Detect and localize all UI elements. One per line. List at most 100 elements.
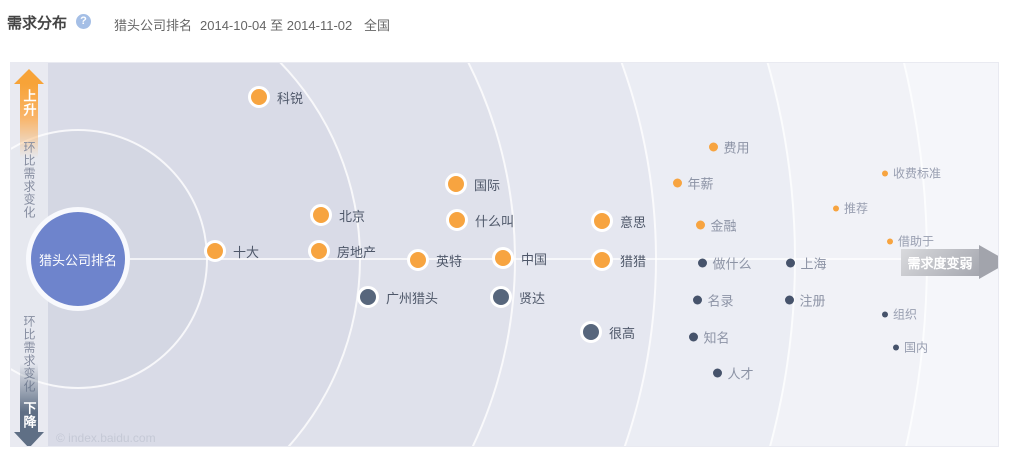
- point-label: 组织: [893, 307, 918, 322]
- point-label: 北京: [339, 208, 366, 224]
- rising-dot-icon: [492, 247, 514, 269]
- page-title: 需求分布: [7, 15, 68, 32]
- up-arrow-body: 上升: [20, 84, 38, 158]
- region-filter[interactable]: 全国: [364, 18, 391, 33]
- point-label: 贤达: [519, 290, 546, 306]
- point-label: 英特: [436, 253, 463, 269]
- chart-point[interactable]: 推荐: [833, 200, 868, 217]
- point-label: 年薪: [687, 176, 714, 192]
- rising-dot-icon: [882, 170, 888, 176]
- falling-dot-icon: [712, 368, 722, 378]
- chart-point[interactable]: 费用: [708, 138, 750, 157]
- falling-dot-icon: [692, 295, 702, 305]
- rising-dot-icon: [310, 204, 332, 226]
- demand-map-chart: 上升 环比需求变化 环比需求变化 下降 猎头公司排名 科锐十大 北京房地产 国际什么…: [10, 62, 999, 447]
- chart-point[interactable]: 知名: [688, 328, 730, 347]
- chart-point[interactable]: 什么叫: [446, 209, 514, 231]
- point-label: 人才: [727, 366, 754, 382]
- chart-point[interactable]: 很高: [580, 321, 635, 343]
- chart-point[interactable]: 猎猎: [591, 249, 646, 271]
- falling-dot-icon: [784, 295, 794, 305]
- falling-dot-icon: [490, 286, 512, 308]
- rising-dot-icon: [887, 238, 893, 244]
- vertical-axis-strip: 上升 环比需求变化 环比需求变化 下降: [11, 63, 48, 446]
- center-keyword-bubble[interactable]: 猎头公司排名: [26, 207, 130, 311]
- point-label: 金融: [710, 218, 737, 234]
- point-label: 广州猎头: [386, 290, 439, 306]
- chart-point[interactable]: 意思: [591, 210, 646, 232]
- point-label: 意思: [620, 214, 647, 230]
- chart-point[interactable]: 国内: [893, 339, 928, 356]
- x-axis-label: 需求度变弱: [907, 256, 973, 271]
- falling-dot-icon: [893, 344, 899, 350]
- point-label: 知名: [703, 330, 730, 346]
- point-label: 猎猎: [620, 253, 647, 269]
- falling-dot-icon: [785, 258, 795, 268]
- point-label: 科锐: [277, 90, 304, 106]
- point-label: 收费标准: [893, 166, 942, 181]
- chart-header: 需求分布 ? 猎头公司排名 2014-10-04 至 2014-11-02 全国: [0, 0, 1009, 55]
- down-arrow-body: 下降: [20, 363, 38, 433]
- help-icon[interactable]: ?: [76, 14, 91, 29]
- rising-dot-icon: [308, 240, 330, 262]
- chart-point[interactable]: 广州猎头: [357, 286, 438, 308]
- up-arrow-icon: [14, 69, 44, 84]
- chart-point[interactable]: 国际: [445, 173, 500, 195]
- falling-dot-icon: [688, 332, 698, 342]
- chart-point[interactable]: 名录: [692, 291, 734, 310]
- chart-point[interactable]: 组织: [882, 306, 917, 323]
- chart-point[interactable]: 北京: [310, 204, 365, 226]
- horizontal-axis-line: [78, 258, 998, 260]
- chart-point[interactable]: 贤达: [490, 286, 545, 308]
- falling-dot-icon: [697, 258, 707, 268]
- chart-point[interactable]: 人才: [712, 364, 754, 383]
- point-label: 很高: [609, 325, 636, 341]
- rising-dot-icon: [248, 86, 270, 108]
- point-label: 十大: [233, 244, 260, 260]
- rising-dot-icon: [204, 240, 226, 262]
- point-label: 中国: [521, 251, 548, 267]
- chart-point[interactable]: 做什么: [697, 254, 752, 273]
- rising-dot-icon: [672, 178, 682, 188]
- chart-point[interactable]: 英特: [407, 249, 462, 271]
- chart-point[interactable]: 金融: [695, 216, 737, 235]
- rising-dot-icon: [695, 220, 705, 230]
- rising-dot-icon: [708, 142, 718, 152]
- chart-point[interactable]: 十大: [204, 240, 259, 262]
- chart-point[interactable]: 中国: [492, 247, 547, 269]
- y-axis-label-top: 环比需求变化: [22, 141, 36, 219]
- right-arrow-icon: [979, 245, 998, 279]
- chart-point[interactable]: 房地产: [308, 240, 376, 262]
- chart-point[interactable]: 借助于: [887, 233, 934, 250]
- down-arrow-icon: [14, 432, 44, 446]
- falling-dot-icon: [882, 311, 888, 317]
- date-range-label: 2014-10-04 至 2014-11-02: [200, 18, 353, 33]
- rising-dot-icon: [407, 249, 429, 271]
- chart-point[interactable]: 上海: [785, 254, 827, 273]
- demand-weaker-arrow-body: 需求度变弱: [901, 249, 979, 276]
- point-label: 费用: [723, 140, 750, 156]
- chart-point[interactable]: 注册: [784, 291, 826, 310]
- point-label: 国内: [904, 340, 929, 355]
- keyword-tab[interactable]: 猎头公司排名: [114, 18, 193, 33]
- chart-point[interactable]: 年薪: [672, 174, 714, 193]
- rising-dot-icon: [591, 249, 613, 271]
- watermark: © index.baidu.com: [56, 431, 156, 445]
- point-label: 国际: [474, 177, 501, 193]
- falling-dot-icon: [580, 321, 602, 343]
- falling-dot-icon: [357, 286, 379, 308]
- point-label: 名录: [707, 293, 734, 309]
- point-label: 借助于: [898, 234, 935, 249]
- point-label: 推荐: [844, 201, 869, 216]
- center-keyword-label: 猎头公司排名: [38, 252, 117, 268]
- chart-point[interactable]: 科锐: [248, 86, 303, 108]
- rising-dot-icon: [833, 205, 839, 211]
- point-label: 注册: [799, 293, 826, 309]
- point-label: 什么叫: [475, 213, 515, 229]
- point-label: 房地产: [337, 244, 377, 260]
- down-label: 下降: [21, 401, 37, 429]
- up-label: 上升: [21, 89, 37, 117]
- chart-point[interactable]: 收费标准: [882, 165, 941, 182]
- point-label: 上海: [800, 256, 827, 272]
